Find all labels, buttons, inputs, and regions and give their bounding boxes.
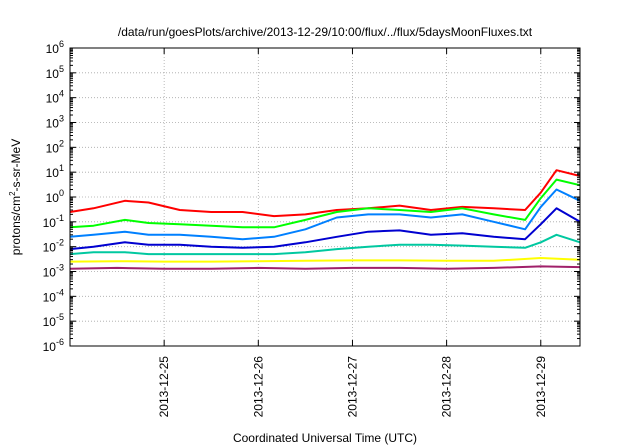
y-tick-label: 104	[46, 89, 64, 106]
y-tick-exponent: -3	[56, 263, 64, 273]
y-tick-label: 101	[46, 163, 64, 180]
x-tick-label: 2013-12-29	[534, 356, 548, 418]
y-axis-label-sup: 2	[8, 191, 17, 196]
y-tick-exponent: -5	[56, 312, 64, 322]
x-axis-label: Coordinated Universal Time (UTC)	[233, 431, 417, 445]
y-tick-label: 10-6	[43, 337, 64, 354]
y-axis-label-prefix: protons/cm	[9, 196, 23, 255]
y-tick-label: 10-3	[43, 263, 64, 280]
y-tick-base: 10	[43, 241, 57, 255]
x-tick-label: 2013-12-25	[157, 356, 171, 418]
series-line-1	[69, 169, 581, 218]
y-tick-label: 10-4	[43, 287, 64, 304]
y-tick-exponent: 2	[59, 138, 64, 148]
y-tick-base: 10	[46, 166, 60, 180]
y-tick-base: 10	[46, 67, 60, 81]
x-tick-label: 2013-12-27	[345, 356, 359, 418]
series-line-3	[69, 188, 581, 241]
y-tick-exponent: -2	[56, 238, 64, 248]
y-tick-label: 10-1	[43, 213, 64, 230]
y-tick-base: 10	[43, 315, 57, 329]
y-tick-label: 102	[46, 138, 64, 155]
chart-title: /data/run/goesPlots/archive/2013-12-29/1…	[118, 25, 533, 39]
series-line-4	[69, 207, 581, 251]
y-tick-base: 10	[43, 290, 57, 304]
y-tick-exponent: 1	[59, 163, 64, 173]
y-tick-exponent: 4	[59, 89, 64, 99]
y-tick-base: 10	[43, 266, 57, 280]
y-tick-label: 10-5	[43, 312, 64, 329]
y-tick-base: 10	[46, 141, 60, 155]
x-axis-ticks: 2013-12-25 2013-12-26 2013-12-27 2013-12-28…	[157, 48, 548, 417]
series-line-6	[69, 257, 581, 263]
y-tick-exponent: -1	[56, 213, 64, 223]
series-line-5	[69, 233, 581, 256]
x-tick-label: 2013-12-26	[251, 356, 265, 418]
y-axis-label: protons/cm2-s-sr-MeV	[8, 139, 23, 255]
y-tick-label: 105	[46, 64, 64, 81]
y-tick-base: 10	[43, 216, 57, 230]
y-tick-label: 100	[46, 188, 64, 205]
series-line-7	[69, 265, 581, 270]
y-tick-exponent: 6	[59, 39, 64, 49]
grid	[70, 48, 580, 346]
y-tick-base: 10	[46, 42, 60, 56]
y-tick-exponent: -6	[56, 337, 64, 347]
y-tick-base: 10	[46, 92, 60, 106]
y-tick-label: 106	[46, 39, 64, 56]
y-tick-exponent: 5	[59, 64, 64, 74]
y-axis-label-suffix: -s-sr-MeV	[9, 139, 23, 192]
y-tick-exponent: 3	[59, 114, 64, 124]
y-tick-base: 10	[43, 340, 57, 354]
x-tick-label: 2013-12-28	[440, 356, 454, 418]
y-tick-exponent: -4	[56, 287, 64, 297]
series-line-2	[69, 178, 581, 229]
y-tick-base: 10	[46, 117, 60, 131]
y-axis-ticks: 10-610-510-410-310-210-11001011021031041…	[43, 39, 580, 354]
y-tick-exponent: 0	[59, 188, 64, 198]
y-tick-label: 103	[46, 114, 64, 131]
series-layer	[69, 169, 581, 270]
y-tick-base: 10	[46, 191, 60, 205]
y-tick-label: 10-2	[43, 238, 64, 255]
